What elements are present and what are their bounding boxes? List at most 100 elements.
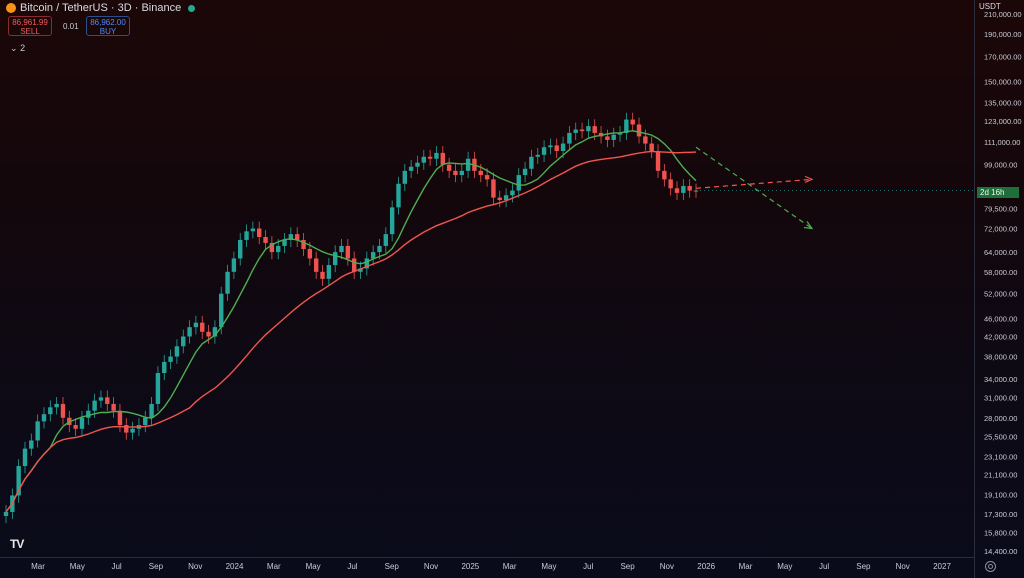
- spread-value: 0.01: [63, 22, 79, 31]
- symbol-header[interactable]: Bitcoin / TetherUS · 3D · Binance: [6, 2, 196, 14]
- candle-body: [60, 403, 66, 418]
- tradingview-logo[interactable]: TV: [10, 537, 24, 551]
- candle-body: [86, 410, 91, 418]
- price-tick-label: 28,000.00: [984, 414, 1017, 423]
- candle-body: [370, 252, 376, 259]
- candle-body: [541, 147, 547, 155]
- projection-green-arrow: [803, 221, 814, 230]
- price-tick-label: 190,000.00: [984, 30, 1022, 39]
- time-tick-label: Jul: [819, 562, 829, 571]
- candle-body: [35, 421, 40, 441]
- symbol-title[interactable]: Bitcoin / TetherUS · 3D · Binance: [20, 2, 182, 14]
- price-tick-label: 79,500.00: [984, 205, 1017, 214]
- candle-body: [434, 152, 439, 159]
- candle-body: [554, 145, 559, 151]
- candle-body: [351, 258, 357, 272]
- price-tick-label: 170,000.00: [984, 52, 1022, 61]
- candle-body: [592, 126, 597, 133]
- candle-body: [73, 425, 78, 429]
- buy-button[interactable]: 86,962.00 BUY: [86, 16, 130, 36]
- price-tick-label: 14,400.00: [984, 547, 1017, 556]
- time-tick-label: Mar: [503, 562, 517, 571]
- settings-gear-icon[interactable]: [985, 561, 996, 572]
- projection-green-line: [695, 146, 813, 229]
- candle-body: [29, 440, 34, 449]
- time-tick-label: May: [306, 562, 321, 571]
- price-tick-label: 38,000.00: [984, 353, 1017, 362]
- ma-slow-line: [5, 150, 697, 513]
- candle-body: [453, 170, 458, 176]
- time-tick-label: Mar: [31, 562, 45, 571]
- buy-label: BUY: [99, 27, 117, 36]
- price-tick-label: 34,000.00: [984, 375, 1017, 384]
- candle-body: [497, 197, 502, 201]
- sell-button[interactable]: 86,961.99 SELL: [8, 16, 52, 36]
- candle-body: [427, 156, 433, 159]
- candle-body: [276, 245, 281, 253]
- price-tick-label: 99,000.00: [984, 161, 1017, 170]
- time-tick-label: May: [541, 562, 556, 571]
- candle-body: [586, 126, 591, 132]
- indicators-toggle[interactable]: ⌄ 2: [10, 43, 25, 54]
- candle-body: [529, 156, 534, 169]
- candle-body: [124, 425, 129, 433]
- candle-body: [339, 245, 344, 253]
- candle-body: [402, 170, 408, 184]
- countdown-badge: 2d 16h: [977, 187, 1019, 198]
- bitcoin-icon: [6, 3, 16, 13]
- candle-body: [440, 152, 445, 165]
- price-tick-label: 25,500.00: [984, 432, 1017, 441]
- candle-body: [250, 228, 256, 232]
- time-tick-label: Jul: [347, 562, 357, 571]
- candle-body: [111, 403, 116, 411]
- candle-body: [668, 179, 673, 189]
- candle-body: [681, 186, 686, 193]
- candle-body: [389, 207, 395, 235]
- candle-body: [396, 183, 401, 208]
- candle-body: [301, 239, 306, 249]
- candle-body: [567, 132, 572, 144]
- candle-body: [162, 361, 167, 374]
- candle-body: [168, 356, 173, 362]
- time-tick-label: Sep: [856, 562, 871, 571]
- time-tick-label: Nov: [188, 562, 202, 571]
- market-open-icon: [188, 4, 196, 12]
- candle-body: [193, 322, 199, 328]
- candle-body: [332, 252, 338, 266]
- candle-body: [98, 397, 104, 401]
- candle-body: [364, 258, 370, 269]
- candle-body: [219, 293, 224, 328]
- candle-body: [573, 129, 578, 133]
- candle-body: [22, 448, 28, 467]
- chevron-down-icon: ⌄: [10, 43, 18, 53]
- price-tick-label: 52,000.00: [984, 290, 1017, 299]
- candle-body: [630, 119, 635, 125]
- candle-body: [181, 336, 186, 347]
- price-axis-divider: [974, 0, 975, 578]
- candle-body: [636, 124, 642, 137]
- candle-body: [560, 143, 566, 151]
- price-tick-label: 46,000.00: [984, 314, 1017, 323]
- candle-body: [643, 136, 648, 144]
- candle-body: [3, 511, 9, 516]
- candle-body: [408, 166, 414, 171]
- price-tick-label: 72,000.00: [984, 224, 1017, 233]
- candle-body: [548, 145, 553, 148]
- candle-body: [41, 414, 47, 422]
- currency-label[interactable]: USDT: [979, 2, 1001, 11]
- price-tick-label: 135,000.00: [984, 99, 1022, 108]
- projection-red-line: [695, 178, 813, 189]
- countdown-label: 2d 16h: [980, 188, 1005, 197]
- candle-body: [206, 331, 211, 337]
- price-tick-label: 31,000.00: [984, 393, 1017, 402]
- candle-body: [674, 188, 680, 193]
- price-tick-label: 23,100.00: [984, 452, 1017, 461]
- candle-body: [415, 162, 420, 167]
- candle-body: [649, 143, 654, 151]
- candle-body: [238, 239, 243, 259]
- price-tick-label: 42,000.00: [984, 333, 1017, 342]
- candle-body: [377, 245, 382, 253]
- candle-body: [655, 150, 661, 171]
- candle-body: [212, 327, 218, 337]
